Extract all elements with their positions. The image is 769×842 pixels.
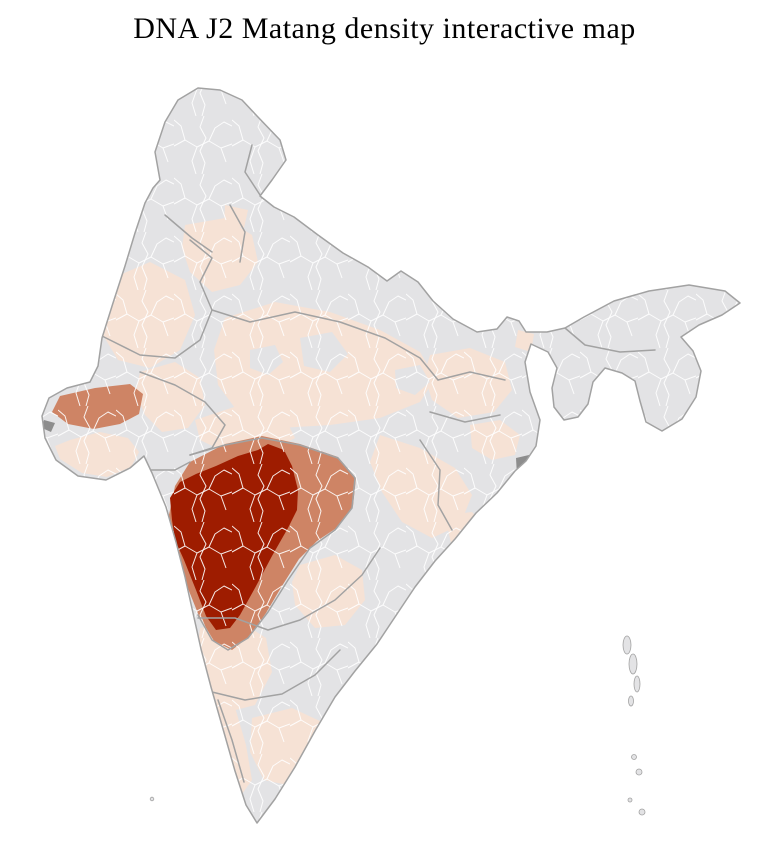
- island[interactable]: [631, 754, 637, 760]
- island[interactable]: [638, 808, 646, 816]
- islands-group[interactable]: [149, 635, 646, 816]
- map-title: DNA J2 Matang density interactive map: [133, 12, 636, 45]
- state-borders: [99, 144, 656, 783]
- island[interactable]: [149, 796, 155, 802]
- island[interactable]: [627, 797, 633, 803]
- india-outline: [41, 87, 741, 824]
- island[interactable]: [628, 695, 634, 707]
- island[interactable]: [635, 768, 643, 776]
- district-borders-mesh: [42, 88, 740, 823]
- island[interactable]: [622, 635, 632, 655]
- island[interactable]: [628, 653, 638, 675]
- island[interactable]: [633, 675, 641, 693]
